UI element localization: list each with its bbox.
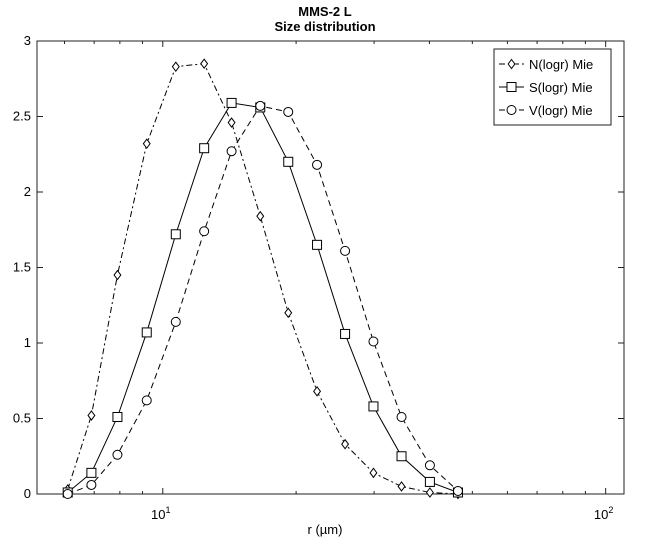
x-axis-label: r (µm) (308, 522, 343, 537)
chart-subtitle: Size distribution (274, 19, 375, 34)
data-point-square (312, 239, 323, 250)
data-point-circle (112, 449, 123, 460)
data-point-square (199, 143, 210, 154)
x-tick-base: 10 (594, 507, 608, 522)
legend-marker-diamond (507, 58, 516, 70)
y-tick-label: 0.5 (13, 411, 31, 426)
x-tick-label: 102 (594, 505, 613, 522)
x-tick-exponent: 1 (166, 505, 171, 515)
y-tick-label: 1 (24, 335, 31, 350)
data-point-diamond (284, 307, 293, 319)
data-point-diamond (142, 138, 151, 150)
y-tick-label: 3 (24, 33, 31, 48)
data-point-circle (199, 226, 210, 237)
legend-entry-label: V(logr) Mie (529, 103, 593, 118)
data-point-circle (396, 411, 407, 422)
data-point-circle (62, 489, 73, 499)
data-point-square (170, 229, 181, 240)
data-point-circle (424, 460, 435, 471)
y-tick-label: 1.5 (13, 260, 31, 275)
data-point-square (112, 411, 123, 422)
data-point-square (340, 328, 351, 339)
data-point-square (396, 451, 407, 462)
data-point-circle (226, 146, 237, 157)
y-tick-label: 2.5 (13, 109, 31, 124)
data-point-circle (283, 106, 294, 117)
legend-marker-circle (506, 105, 517, 115)
series-line-circle (67, 105, 459, 495)
data-point-diamond (425, 487, 434, 498)
data-point-square (424, 476, 435, 487)
data-point-diamond (171, 61, 180, 73)
data-point-diamond (113, 269, 122, 281)
data-point-square (226, 97, 237, 108)
data-point-circle (312, 159, 323, 170)
data-point-square (86, 467, 97, 478)
series-line-square (67, 102, 459, 493)
legend-entry-label: S(logr) Mie (529, 80, 593, 95)
chart-title: MMS-2 L (298, 4, 352, 19)
data-point-diamond (200, 58, 209, 69)
data-point-circle (452, 485, 463, 496)
data-point-circle (368, 336, 379, 347)
legend-entry-label: N(logr) Mie (529, 57, 593, 72)
data-point-circle (255, 100, 266, 111)
x-tick-base: 10 (151, 507, 165, 522)
data-point-circle (170, 316, 181, 327)
data-point-diamond (369, 467, 378, 479)
data-point-diamond (341, 438, 350, 450)
data-point-square (368, 401, 379, 412)
data-point-diamond (87, 410, 96, 421)
data-point-square (141, 327, 152, 338)
legend: N(logr) Mie S(logr) Mie V(logr) Mie (493, 48, 612, 126)
x-tick-label: 101 (151, 505, 170, 522)
y-tick-label: 0 (24, 486, 31, 501)
legend-marker-square (506, 82, 517, 92)
data-point-circle (86, 479, 97, 490)
y-tick-label: 2 (24, 184, 31, 199)
x-tick-exponent: 2 (608, 505, 613, 515)
data-point-circle (340, 245, 351, 256)
data-point-diamond (256, 210, 265, 222)
series-line-diamond (67, 63, 458, 495)
data-point-diamond (313, 385, 322, 397)
data-point-square (283, 156, 294, 167)
data-point-diamond (227, 117, 236, 128)
data-point-diamond (397, 481, 406, 492)
data-point-circle (141, 395, 152, 406)
